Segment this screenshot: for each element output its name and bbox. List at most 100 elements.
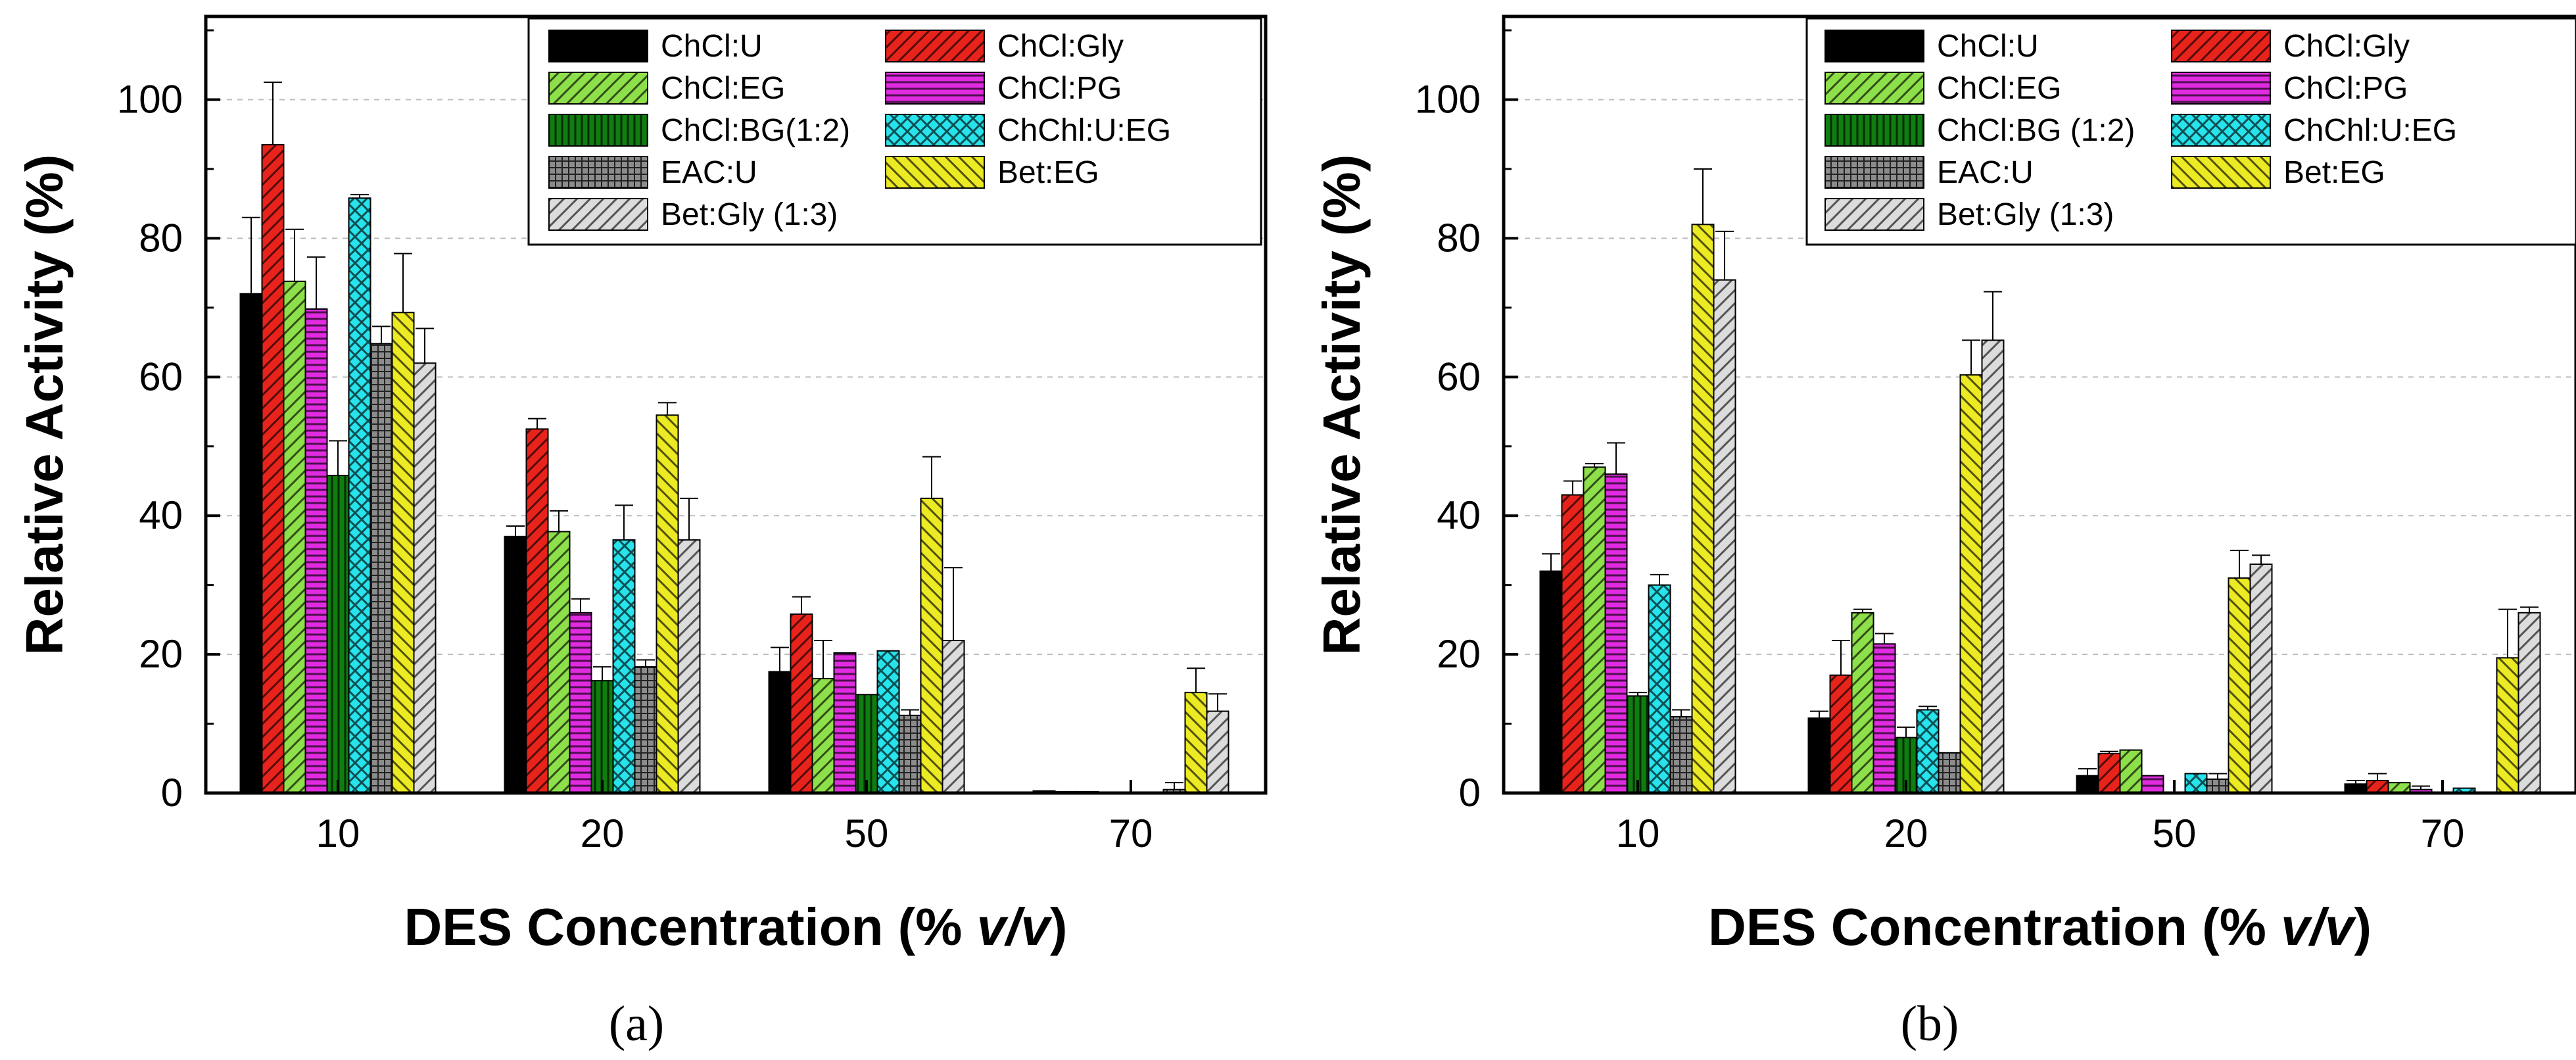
bar-eac-u-50 [2206,778,2230,794]
legend-label: Bet:Gly (1:3) [661,197,838,232]
bar-eac-u-10 [370,343,393,794]
legend-label: ChCl:U [661,29,763,64]
bar-chcl-gly-20 [525,428,549,794]
bar-chcl-u-50 [2076,775,2099,794]
bar-chcl-eg-10 [283,280,306,794]
bar-bet-eg-10 [391,312,415,794]
bar-eac-u-20 [1938,752,1961,794]
legend-label: ChCl:BG(1:2) [661,113,850,148]
legend-swatch [1825,156,1924,189]
bar-chcl-pg-10 [304,308,328,794]
bar-chchl-u-eg-50 [876,650,900,794]
x-axis-title: DES Concentration (% v/v) [404,898,1067,956]
x-tick-label: 50 [845,811,889,855]
bar-chcl-u-20 [1807,717,1831,794]
bar-chchl-u-eg-10 [1648,584,1671,794]
y-tick-label: 40 [1437,493,1481,537]
x-tick-label: 20 [1884,811,1928,855]
legend-swatch [1825,198,1924,231]
bar-bet-eg-50 [920,497,943,794]
y-tick-label: 80 [1437,216,1481,260]
bar-chcl-u-10 [239,293,263,794]
bar-chcl-eg-20 [1851,612,1874,794]
bar-bet-eg-70 [2496,657,2519,794]
x-tick-label: 10 [1616,811,1660,855]
chart-panel-b: 0 20 40 60 80 100 10 20 50 70 Relative Activity (%… [1312,14,2576,1051]
legend-swatch [2171,156,2271,189]
legend-swatch [1825,114,1924,147]
bar-chcl-pg-20 [1872,643,1896,794]
y-tick-label: 20 [139,632,183,676]
y-tick-label: 0 [1459,771,1481,815]
plot-frame [204,14,1268,795]
chart-panel-a: 0 20 40 60 80 100 10 20 50 70 Relative Activity (%… [15,14,1268,1051]
x-axis-title: DES Concentration (% v/v) [1708,898,2372,956]
bar-chcl-gly-10 [1561,494,1585,794]
x-axis-title-suffix: ) [2354,898,2372,956]
legend-label: ChCl:EG [1937,71,2061,106]
bar-bet-eg-10 [1691,224,1715,794]
bar-chcl-u-50 [768,671,792,794]
bar-bet-eg-20 [656,414,679,794]
legend-swatch [548,156,648,189]
bar-chcl-eg-10 [1583,466,1606,794]
legend-label: ChCl:PG [2283,71,2408,106]
legend-label: ChCl:Gly [997,29,1124,64]
y-tick-label: 40 [139,493,183,537]
legend-swatch [885,114,985,147]
bar-chcl-pg-50 [2141,775,2164,794]
legend-label: ChCl:Gly [2283,29,2410,64]
bar-bet-eg-70 [1184,692,1208,794]
x-tick-label: 70 [2421,811,2465,855]
bar-bet-gly-1-3--10 [413,362,437,794]
bar-bet-gly-1-3--20 [677,539,701,794]
bar-chchl-u-eg-10 [348,197,371,794]
legend-label: Bet:Gly (1:3) [1937,197,2114,232]
legend-label: ChCl:BG (1:2) [1937,113,2135,148]
legend-label: ChCl:U [1937,29,2039,64]
bar-chcl-eg-50 [811,678,835,794]
legend-swatch [548,30,648,62]
legend-swatch [885,156,985,189]
legend-label: ChCl:EG [661,71,785,106]
bar-chchl-u-eg-20 [612,539,636,794]
y-tick-label: 100 [117,78,183,122]
bar-chcl-eg-50 [2119,749,2143,794]
bar-chcl-u-10 [1539,570,1563,794]
legend-swatch [2171,72,2271,105]
bar-bet-eg-50 [2228,577,2251,794]
legend-label: Bet:EG [997,155,1099,190]
x-tick-label: 70 [1109,811,1153,855]
y-tick-label: 0 [161,771,183,815]
legend-swatch [548,198,648,231]
bar-bet-gly-1-3--70 [1206,710,1229,794]
legend-swatch [548,114,648,147]
legend-swatch [885,72,985,105]
bar-eac-u-50 [898,714,922,794]
y-tick-label: 60 [1437,354,1481,398]
legend-swatch [548,72,648,105]
bar-chcl-gly-50 [790,613,813,794]
legend-label: ChCl:PG [997,71,1122,106]
bar-chcl-gly-10 [261,144,285,794]
y-axis-title: Relative Activity (%) [1312,155,1371,656]
bar-chcl-pg-20 [569,612,592,794]
legend-label: ChChl:U:EG [2283,113,2457,148]
y-axis-title: Relative Activity (%) [15,155,74,656]
bar-eac-u-10 [1669,716,1693,794]
bar-chcl-pg-10 [1604,473,1628,794]
x-axis-title-prefix: DES Concentration (% [1708,898,2281,956]
bar-bet-gly-1-3--10 [1713,279,1736,794]
y-tick-label: 20 [1437,632,1481,676]
bar-chcl-bg-1-2--10 [326,475,350,794]
bar-chcl-pg-50 [833,652,857,794]
bar-chcl-bg-1-2--10 [1626,695,1650,794]
legend-swatch [2171,114,2271,147]
legend: ChCl:U ChCl:Gly ChCl:EG ChCl:PG ChCl:BG (1:2… [1805,17,2576,246]
x-axis-title-prefix: DES Concentration (% [404,898,976,956]
bar-bet-eg-20 [1959,374,1983,794]
bar-chcl-gly-50 [2097,752,2121,794]
bar-chcl-eg-20 [547,531,571,794]
bar-bet-gly-1-3--50 [2249,564,2273,794]
